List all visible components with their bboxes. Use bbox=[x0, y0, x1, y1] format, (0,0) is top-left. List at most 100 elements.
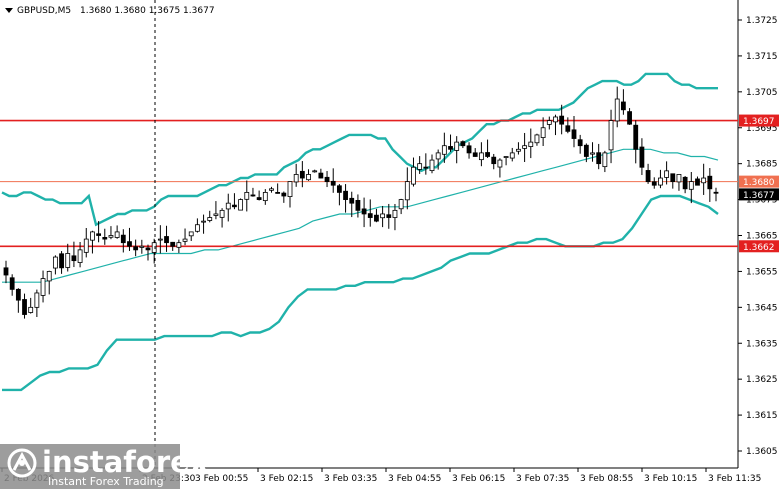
candle bbox=[392, 203, 398, 231]
candle bbox=[102, 228, 108, 245]
candle bbox=[645, 163, 651, 184]
candle bbox=[306, 169, 311, 181]
price-tick-label: 1.3715 bbox=[746, 52, 778, 62]
candle bbox=[299, 161, 305, 188]
price-tags: 1.3697 1.3680 1.3662 1.3677 bbox=[739, 114, 779, 253]
candle bbox=[602, 150, 608, 173]
candle bbox=[207, 210, 213, 223]
candle bbox=[52, 255, 58, 275]
candle bbox=[133, 239, 139, 257]
level-tag-text: 1.3662 bbox=[743, 243, 775, 253]
candle bbox=[651, 177, 657, 189]
price-tick-label: 1.3615 bbox=[746, 411, 778, 421]
price-tick-label: 1.3665 bbox=[746, 232, 778, 242]
candle bbox=[281, 191, 287, 203]
candle bbox=[176, 239, 182, 253]
candle bbox=[324, 170, 330, 188]
candle bbox=[713, 187, 719, 202]
watermark-tagline: Instant Forex Trading bbox=[48, 475, 164, 488]
candle bbox=[565, 117, 571, 134]
candle bbox=[65, 243, 71, 272]
time-tick-label: 3 Feb 04:55 bbox=[388, 474, 441, 484]
candle bbox=[238, 198, 244, 211]
candle bbox=[318, 168, 324, 179]
candle bbox=[429, 154, 435, 174]
candle bbox=[577, 134, 583, 154]
candle bbox=[559, 104, 565, 135]
candle bbox=[596, 143, 602, 170]
candle bbox=[336, 184, 342, 206]
watermark: instaforex Instant Forex Trading bbox=[0, 444, 209, 489]
candle bbox=[701, 163, 707, 195]
level-tag-1.3697: 1.3697 bbox=[739, 114, 779, 127]
candle bbox=[454, 136, 460, 164]
candle bbox=[534, 133, 540, 146]
price-tick-label: 1.3695 bbox=[746, 124, 778, 134]
candle bbox=[528, 128, 534, 159]
candle bbox=[466, 142, 472, 159]
chart-header[interactable]: GBPUSD,M5 1.3680 1.3680 1.3675 1.3677 bbox=[5, 6, 215, 16]
candle bbox=[497, 158, 503, 178]
candle bbox=[682, 176, 688, 194]
candle bbox=[374, 208, 379, 223]
candle bbox=[404, 167, 410, 210]
candle bbox=[262, 189, 268, 205]
candle bbox=[633, 120, 639, 164]
time-tick-label: 3 Feb 02:15 bbox=[260, 474, 313, 484]
candle bbox=[269, 186, 274, 193]
price-tick-label: 1.3705 bbox=[746, 88, 778, 98]
candle bbox=[349, 191, 355, 218]
candle bbox=[355, 194, 361, 218]
candle bbox=[664, 161, 670, 185]
price-tick-label: 1.3605 bbox=[746, 447, 778, 457]
candle bbox=[28, 297, 34, 314]
candle bbox=[201, 214, 206, 234]
candle bbox=[15, 288, 21, 313]
candle bbox=[417, 156, 423, 174]
candle bbox=[386, 203, 392, 229]
level-tag-1.3680: 1.3680 bbox=[739, 175, 779, 188]
time-tick-label: 3 Feb 03:35 bbox=[324, 474, 377, 484]
price-tick-label: 1.3645 bbox=[746, 303, 778, 313]
candle bbox=[695, 176, 700, 186]
candle bbox=[614, 86, 620, 128]
candle bbox=[287, 181, 293, 208]
candle bbox=[219, 208, 225, 228]
price-tick-label: 1.3725 bbox=[746, 16, 778, 26]
candle bbox=[503, 156, 509, 166]
candle bbox=[312, 169, 318, 173]
candle bbox=[380, 205, 386, 228]
candle bbox=[448, 134, 453, 152]
triangle-down-icon[interactable] bbox=[5, 8, 13, 13]
time-tick-label: 3 Feb 10:15 bbox=[644, 474, 697, 484]
instaforex-logo-icon bbox=[7, 448, 37, 478]
watermark-brand: instaforex bbox=[42, 445, 209, 479]
time-tick-label: 3 Feb 06:15 bbox=[452, 474, 505, 484]
candle bbox=[182, 228, 188, 246]
candle bbox=[688, 171, 694, 204]
ohlc-values: 1.3680 1.3680 1.3675 1.3677 bbox=[80, 6, 215, 16]
candle bbox=[435, 149, 441, 170]
candle bbox=[398, 198, 404, 215]
candle bbox=[411, 157, 416, 187]
candle bbox=[583, 143, 589, 163]
candle bbox=[77, 242, 83, 268]
candle bbox=[343, 184, 348, 213]
candle bbox=[188, 231, 194, 241]
candle bbox=[472, 148, 478, 157]
candle bbox=[120, 229, 126, 253]
candle bbox=[608, 109, 614, 164]
current-price-tag: 1.3677 bbox=[739, 188, 779, 201]
candle bbox=[485, 139, 490, 158]
candle bbox=[516, 142, 521, 155]
candle bbox=[83, 227, 89, 258]
time-tick-label: 3 Feb 08:55 bbox=[580, 474, 633, 484]
price-tick-label: 1.3685 bbox=[746, 160, 778, 170]
candle bbox=[9, 274, 15, 296]
price-tick-label: 1.3625 bbox=[746, 375, 778, 385]
candle bbox=[71, 241, 77, 268]
candle bbox=[639, 138, 645, 176]
symbol-label: GBPUSD,M5 bbox=[17, 6, 71, 16]
